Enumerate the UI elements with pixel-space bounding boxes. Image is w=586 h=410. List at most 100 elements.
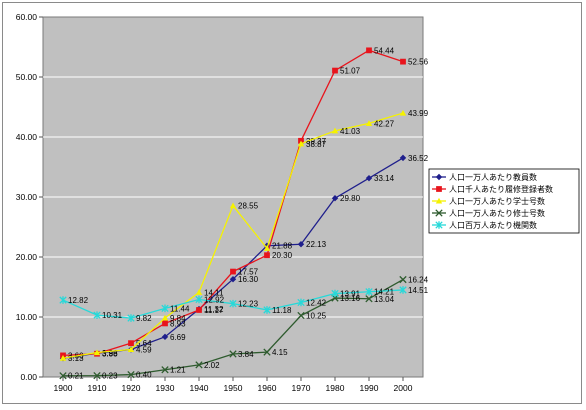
data-label: 51.07: [340, 67, 361, 76]
data-label: 8.93: [170, 319, 186, 328]
data-point: [435, 209, 443, 217]
data-label: 52.56: [408, 58, 429, 67]
data-label: 10.31: [102, 311, 123, 320]
y-tick-label: 50.00: [16, 72, 38, 82]
chart-frame: 0.00 10.00 20.00 30.00 40.00 50.00 60.00 1900 19…: [2, 2, 582, 404]
data-label: 5.64: [136, 339, 152, 348]
data-point: [161, 314, 169, 321]
data-label: 9.84: [170, 314, 186, 323]
data-label: 12.82: [68, 296, 89, 305]
data-label: 1.21: [170, 366, 186, 375]
data-label: 2.02: [204, 361, 220, 370]
data-point: [229, 276, 237, 283]
data-point: [263, 306, 271, 314]
data-point: [399, 154, 407, 162]
x-tick-label: 1920: [122, 383, 141, 393]
x-tick-label: 1980: [326, 383, 345, 393]
data-label: 20.30: [272, 251, 293, 260]
data-point: [93, 311, 101, 319]
legend-entry: 人口一万人あたり教員数: [449, 172, 537, 182]
data-point: [162, 320, 168, 327]
data-point: [399, 109, 407, 116]
data-point: [435, 197, 443, 204]
data-label: 22.13: [306, 240, 327, 249]
data-point: [331, 289, 339, 298]
legend-entry: 人口百万人あたり機関数: [449, 220, 537, 230]
data-point: [399, 275, 407, 284]
data-label: 13.16: [340, 294, 361, 303]
data-label: 4.59: [136, 345, 152, 354]
y-tick-label: 30.00: [16, 192, 38, 202]
data-label: 14.51: [408, 286, 429, 295]
data-label: 11.32: [204, 305, 224, 314]
data-point: [195, 295, 203, 304]
data-point: [365, 174, 373, 182]
data-point: [196, 307, 202, 313]
data-label: 21.88: [272, 242, 293, 251]
data-point: [230, 268, 236, 275]
data-label: 41.03: [340, 127, 361, 136]
data-label: 9.82: [136, 314, 152, 323]
x-tick-label: 1970: [292, 383, 311, 393]
data-label: 17.57: [238, 268, 259, 277]
data-label: 42.27: [374, 119, 395, 128]
data-label: 33.14: [374, 174, 395, 183]
data-point: [297, 298, 305, 307]
data-label: 16.30: [238, 275, 259, 284]
data-point: [127, 370, 135, 379]
data-label: 3.84: [238, 350, 254, 359]
data-point: [59, 355, 67, 361]
x-tick-label: 1900: [54, 383, 73, 393]
data-point: [400, 58, 406, 65]
legend-box: [428, 168, 580, 234]
legend-entry: 人口一万人あたり修士号数: [449, 208, 545, 218]
x-tick-label: 1990: [360, 383, 379, 393]
data-label: 54.44: [374, 46, 395, 55]
data-label: 11.18: [272, 306, 292, 315]
data-point: [229, 350, 237, 358]
legend-entry: 人口千人あたり履修登録者数: [449, 184, 553, 194]
data-point: [127, 314, 135, 322]
data-point: [263, 245, 271, 251]
data-point: [59, 296, 67, 304]
data-point: [332, 67, 338, 74]
y-tick-label: 20.00: [16, 252, 38, 262]
data-point: [365, 120, 373, 126]
series-group: 12.82 10.31 9.82 11.44 12.92 12.23 11.18 12.42 1…: [59, 286, 429, 323]
data-point: [366, 47, 372, 54]
data-point: [297, 311, 305, 320]
data-point: [195, 361, 203, 369]
data-label: 4.15: [272, 348, 288, 357]
data-point: [297, 241, 305, 248]
y-tick-label: 0.00: [20, 372, 37, 382]
data-point: [297, 140, 305, 147]
x-tick-label: 1950: [224, 383, 243, 393]
data-label: 10.25: [306, 312, 327, 321]
data-label: 3.88: [102, 350, 118, 359]
data-label: 14.11: [204, 288, 224, 297]
y-tick-label: 10.00: [16, 312, 38, 322]
data-label: 13.91: [340, 290, 361, 299]
data-label: 0.21: [68, 372, 84, 381]
data-label: 12.92: [204, 295, 225, 304]
data-point: [59, 372, 67, 380]
data-point: [195, 289, 203, 295]
y-tick-label: 60.00: [16, 12, 38, 22]
series-group: 9.84 14.11 28.55 38.87 41.03 42.27 43.99: [59, 109, 429, 361]
data-point: [399, 286, 407, 294]
data-label: 36.52: [408, 154, 429, 163]
data-point: [128, 340, 134, 347]
data-point: [331, 195, 339, 202]
data-point: [331, 127, 339, 134]
x-tick-label: 1930: [156, 383, 175, 393]
data-label: 11.17: [204, 306, 224, 315]
data-point: [435, 221, 443, 229]
x-tick-label: 1960: [258, 383, 277, 393]
data-point: [365, 287, 373, 296]
legend-entry: 人口一万人あたり学士号数: [449, 196, 545, 206]
data-label: 16.24: [408, 276, 429, 285]
data-label: 38.87: [306, 140, 327, 149]
data-label: 13.04: [374, 295, 395, 304]
data-point: [127, 346, 135, 353]
